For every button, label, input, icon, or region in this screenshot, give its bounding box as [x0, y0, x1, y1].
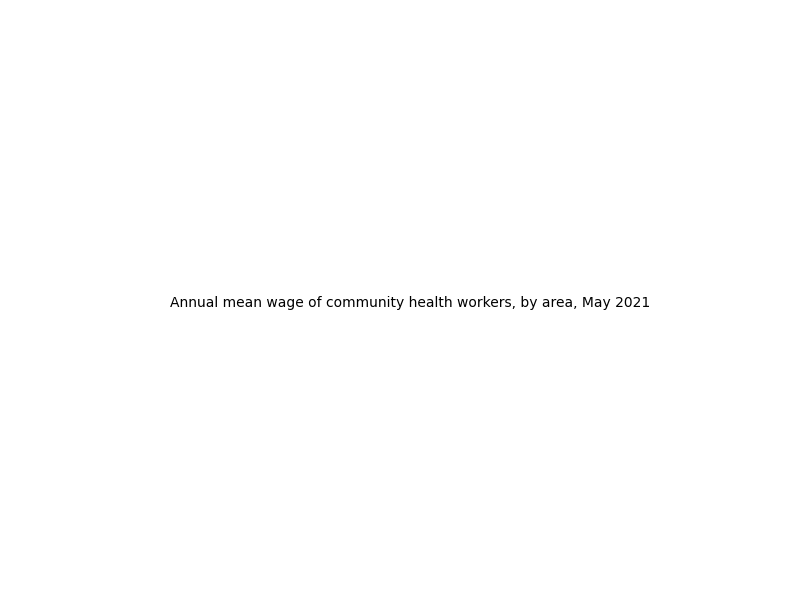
Text: Annual mean wage of community health workers, by area, May 2021: Annual mean wage of community health wor… [170, 296, 650, 310]
